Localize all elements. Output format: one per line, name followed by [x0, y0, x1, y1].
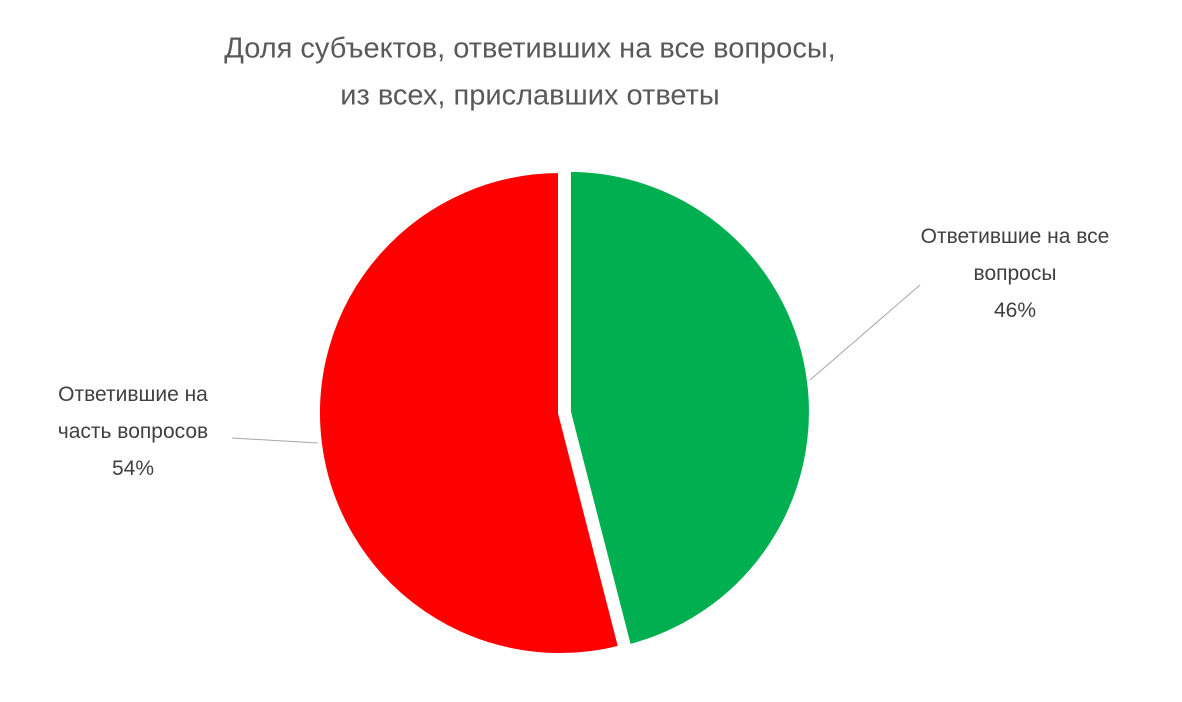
category-label: Ответившие на часть вопросов — [57, 383, 209, 443]
value-label: 46% — [993, 299, 1037, 322]
leader-line — [231, 437, 319, 444]
chart-title: из всех, приславших ответы — [340, 80, 719, 112]
pie-slice — [316, 168, 623, 657]
pie-slice — [566, 167, 813, 649]
leader-line — [809, 284, 921, 381]
category-label: Ответившие на все вопросы — [920, 225, 1110, 285]
value-label: 54% — [111, 457, 155, 480]
pie — [316, 167, 813, 657]
chart-title: Доля субъектов, ответивших на все вопрос… — [224, 33, 835, 65]
data-label: Ответившие на все вопросы 46% — [915, 218, 1115, 329]
data-label: Ответившие на часть вопросов 54% — [33, 376, 233, 487]
